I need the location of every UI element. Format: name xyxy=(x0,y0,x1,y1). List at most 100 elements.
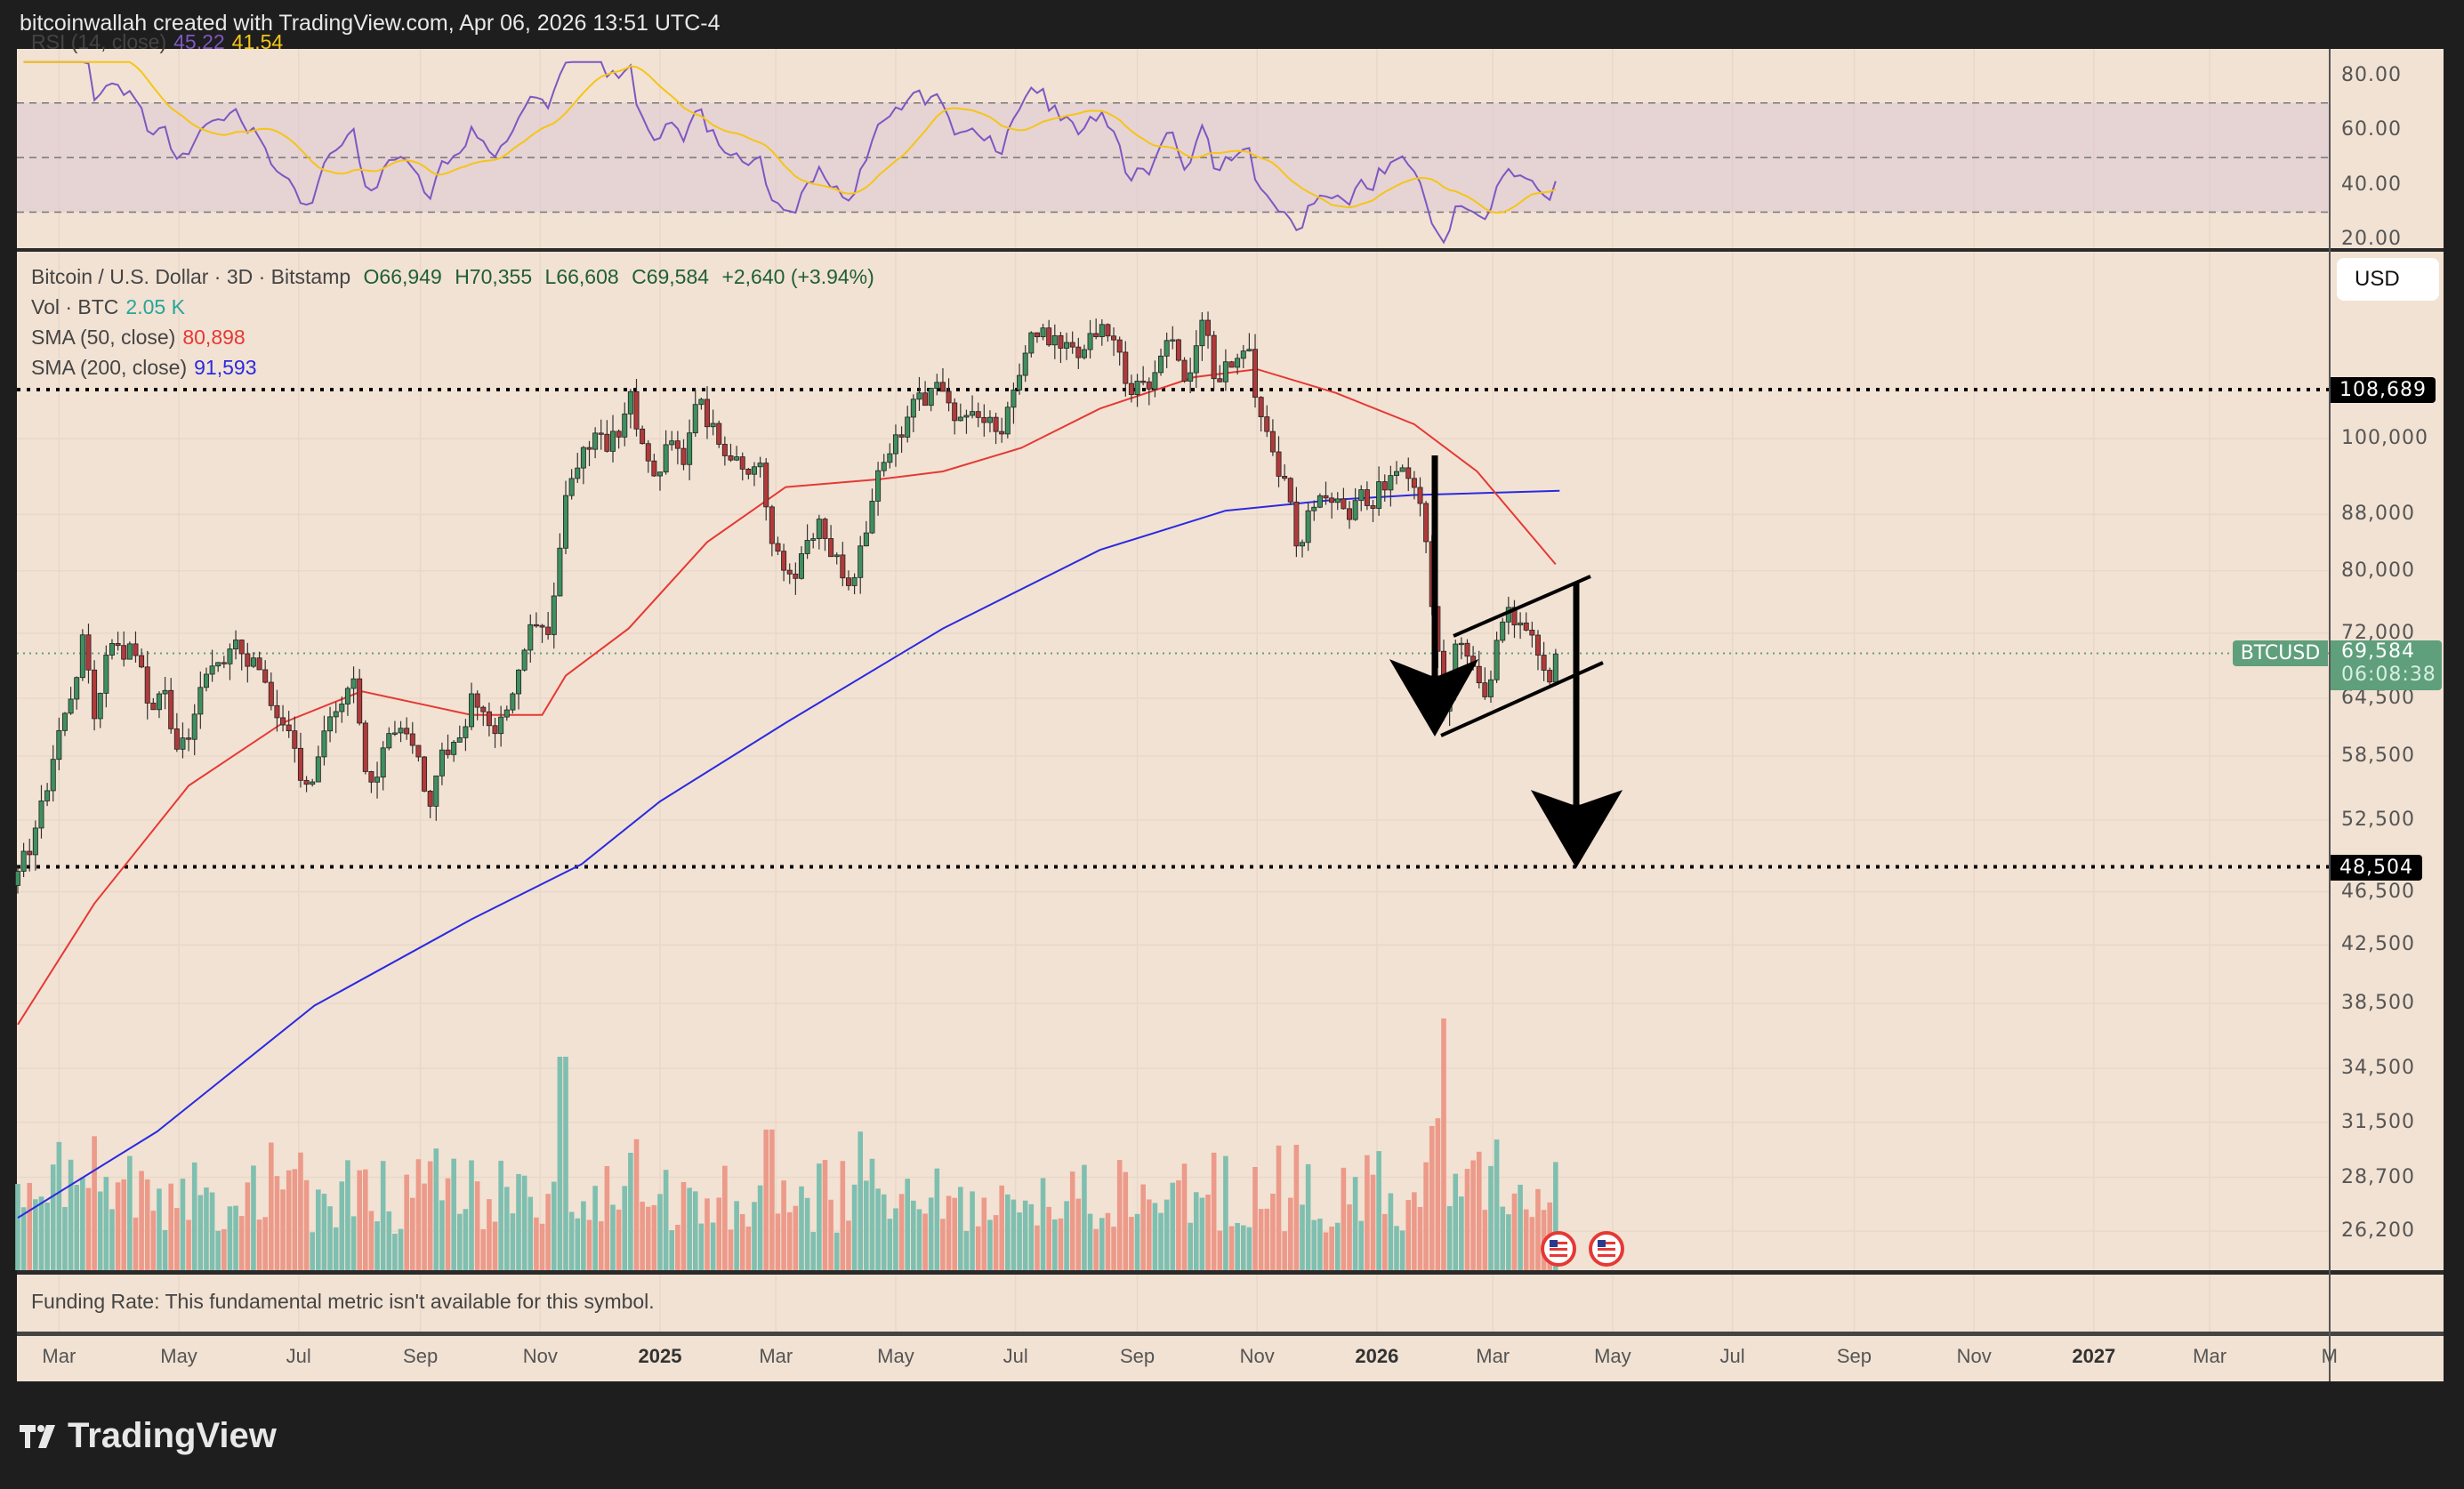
sma50-legend[interactable]: SMA (50, close) 80,898 xyxy=(31,326,253,350)
volume-bar xyxy=(640,1202,645,1270)
candle-body xyxy=(68,698,74,714)
volume-bar xyxy=(557,1057,563,1270)
candle-body xyxy=(651,460,657,477)
drawing-annotations[interactable] xyxy=(1389,455,1623,868)
sma200-legend[interactable]: SMA (200, close) 91,593 xyxy=(31,356,264,380)
volume-bar xyxy=(928,1197,934,1270)
candle-body xyxy=(498,716,504,735)
sma50-value: 80,898 xyxy=(182,326,246,349)
volume-bar xyxy=(1116,1160,1123,1270)
volume-bar xyxy=(144,1179,150,1270)
volume-bar xyxy=(633,1139,640,1270)
candle-body xyxy=(1476,665,1482,684)
volume-bar xyxy=(1046,1206,1051,1270)
price-axis-label: 26,200 xyxy=(2341,1219,2415,1243)
volume-bar xyxy=(521,1175,527,1270)
candle-body xyxy=(1175,339,1181,361)
volume-bar xyxy=(1365,1155,1370,1270)
volume-bar xyxy=(392,1234,398,1270)
candle-body xyxy=(1364,489,1370,506)
volume-bar xyxy=(1028,1203,1035,1270)
candle-body xyxy=(946,390,952,404)
volume-bar xyxy=(1223,1155,1228,1270)
candle-body xyxy=(963,415,970,418)
candle-body xyxy=(568,478,575,496)
volume-label: Vol · BTC xyxy=(31,295,119,318)
volume-bar xyxy=(286,1170,292,1270)
volume-bar xyxy=(881,1194,887,1270)
volume-bar xyxy=(103,1177,109,1270)
volume-bar xyxy=(1129,1217,1134,1270)
volume-legend[interactable]: Vol · BTC 2.05 K xyxy=(31,295,192,319)
price-axis-label: 72,000 xyxy=(2341,621,2415,644)
volume-bar xyxy=(563,1057,568,1270)
rsi-value: 45.22 xyxy=(173,30,225,53)
volume-bar xyxy=(934,1168,940,1270)
candle-body xyxy=(492,725,498,735)
candle-body xyxy=(1529,630,1535,636)
volume-bar xyxy=(368,1211,374,1270)
candle-body xyxy=(892,434,898,455)
tradingview-logo-text: TradingView xyxy=(68,1416,277,1455)
volume-bar xyxy=(893,1208,898,1270)
volume-bar xyxy=(1064,1201,1069,1270)
candle-body xyxy=(32,827,38,856)
candle-body xyxy=(1128,382,1134,396)
volume-bar xyxy=(62,1206,68,1270)
volume-bar xyxy=(1317,1219,1323,1270)
volume-bar xyxy=(316,1189,321,1270)
candle-body xyxy=(1293,501,1300,547)
volume-bar xyxy=(763,1129,769,1270)
volume-bar xyxy=(810,1232,817,1270)
candle-body xyxy=(1547,670,1553,683)
candle-body xyxy=(763,463,769,508)
price-axis-label: 100,000 xyxy=(2341,427,2428,450)
horizontal-lines[interactable] xyxy=(17,388,2331,869)
candle-body xyxy=(869,501,875,534)
tradingview-logo[interactable]: TradingView xyxy=(20,1416,277,1456)
volume-bar xyxy=(1523,1209,1529,1270)
volume-bar xyxy=(1152,1203,1158,1270)
volume-bar xyxy=(922,1213,928,1270)
currency-button[interactable]: USD xyxy=(2337,258,2439,301)
volume-bar xyxy=(469,1160,474,1270)
rsi-legend[interactable]: RSI (14, close) 45.22 41.54 xyxy=(31,30,290,54)
volume-bar xyxy=(1270,1193,1276,1270)
volume-bar xyxy=(786,1211,793,1270)
horizontal-line-price-label: 48,504 xyxy=(2331,854,2422,881)
candle-body xyxy=(1081,349,1087,358)
volume-bar xyxy=(427,1161,433,1270)
volume-bar xyxy=(1176,1179,1181,1270)
candle-body xyxy=(610,431,616,452)
volume-bar xyxy=(386,1211,392,1270)
volume-bar xyxy=(97,1191,103,1270)
volume-bar xyxy=(209,1192,215,1270)
pane-separators[interactable] xyxy=(17,49,2444,1381)
candle-body xyxy=(616,431,622,438)
candle-body xyxy=(1134,381,1140,396)
candle-body xyxy=(975,411,981,418)
candle-body xyxy=(321,730,327,758)
candle-body xyxy=(1370,505,1376,509)
event-icons[interactable] xyxy=(1541,1231,1624,1267)
candle-body xyxy=(721,444,728,456)
volume-bar xyxy=(1017,1212,1022,1270)
candle-body xyxy=(415,744,422,758)
candle-body xyxy=(14,871,20,886)
time-axis-label: Mar xyxy=(2193,1345,2227,1367)
rsi-axis-label: 80.00 xyxy=(2341,64,2402,86)
volume-bar xyxy=(1199,1197,1205,1270)
volume-bar xyxy=(274,1176,280,1270)
volume-bar xyxy=(651,1204,657,1270)
volume-bar xyxy=(745,1226,752,1270)
volume-bar xyxy=(1453,1173,1459,1270)
time-axis-label: Mar xyxy=(42,1345,76,1367)
time-axis-label: Mar xyxy=(759,1345,793,1367)
volume-bar xyxy=(1464,1169,1470,1270)
symbol-legend[interactable]: Bitcoin / U.S. Dollar · 3D · Bitstamp O6… xyxy=(31,265,882,289)
volume-bar xyxy=(1323,1232,1329,1270)
candle-body xyxy=(1323,495,1329,499)
volume-bar xyxy=(1075,1198,1082,1270)
candle-body xyxy=(1199,319,1205,347)
